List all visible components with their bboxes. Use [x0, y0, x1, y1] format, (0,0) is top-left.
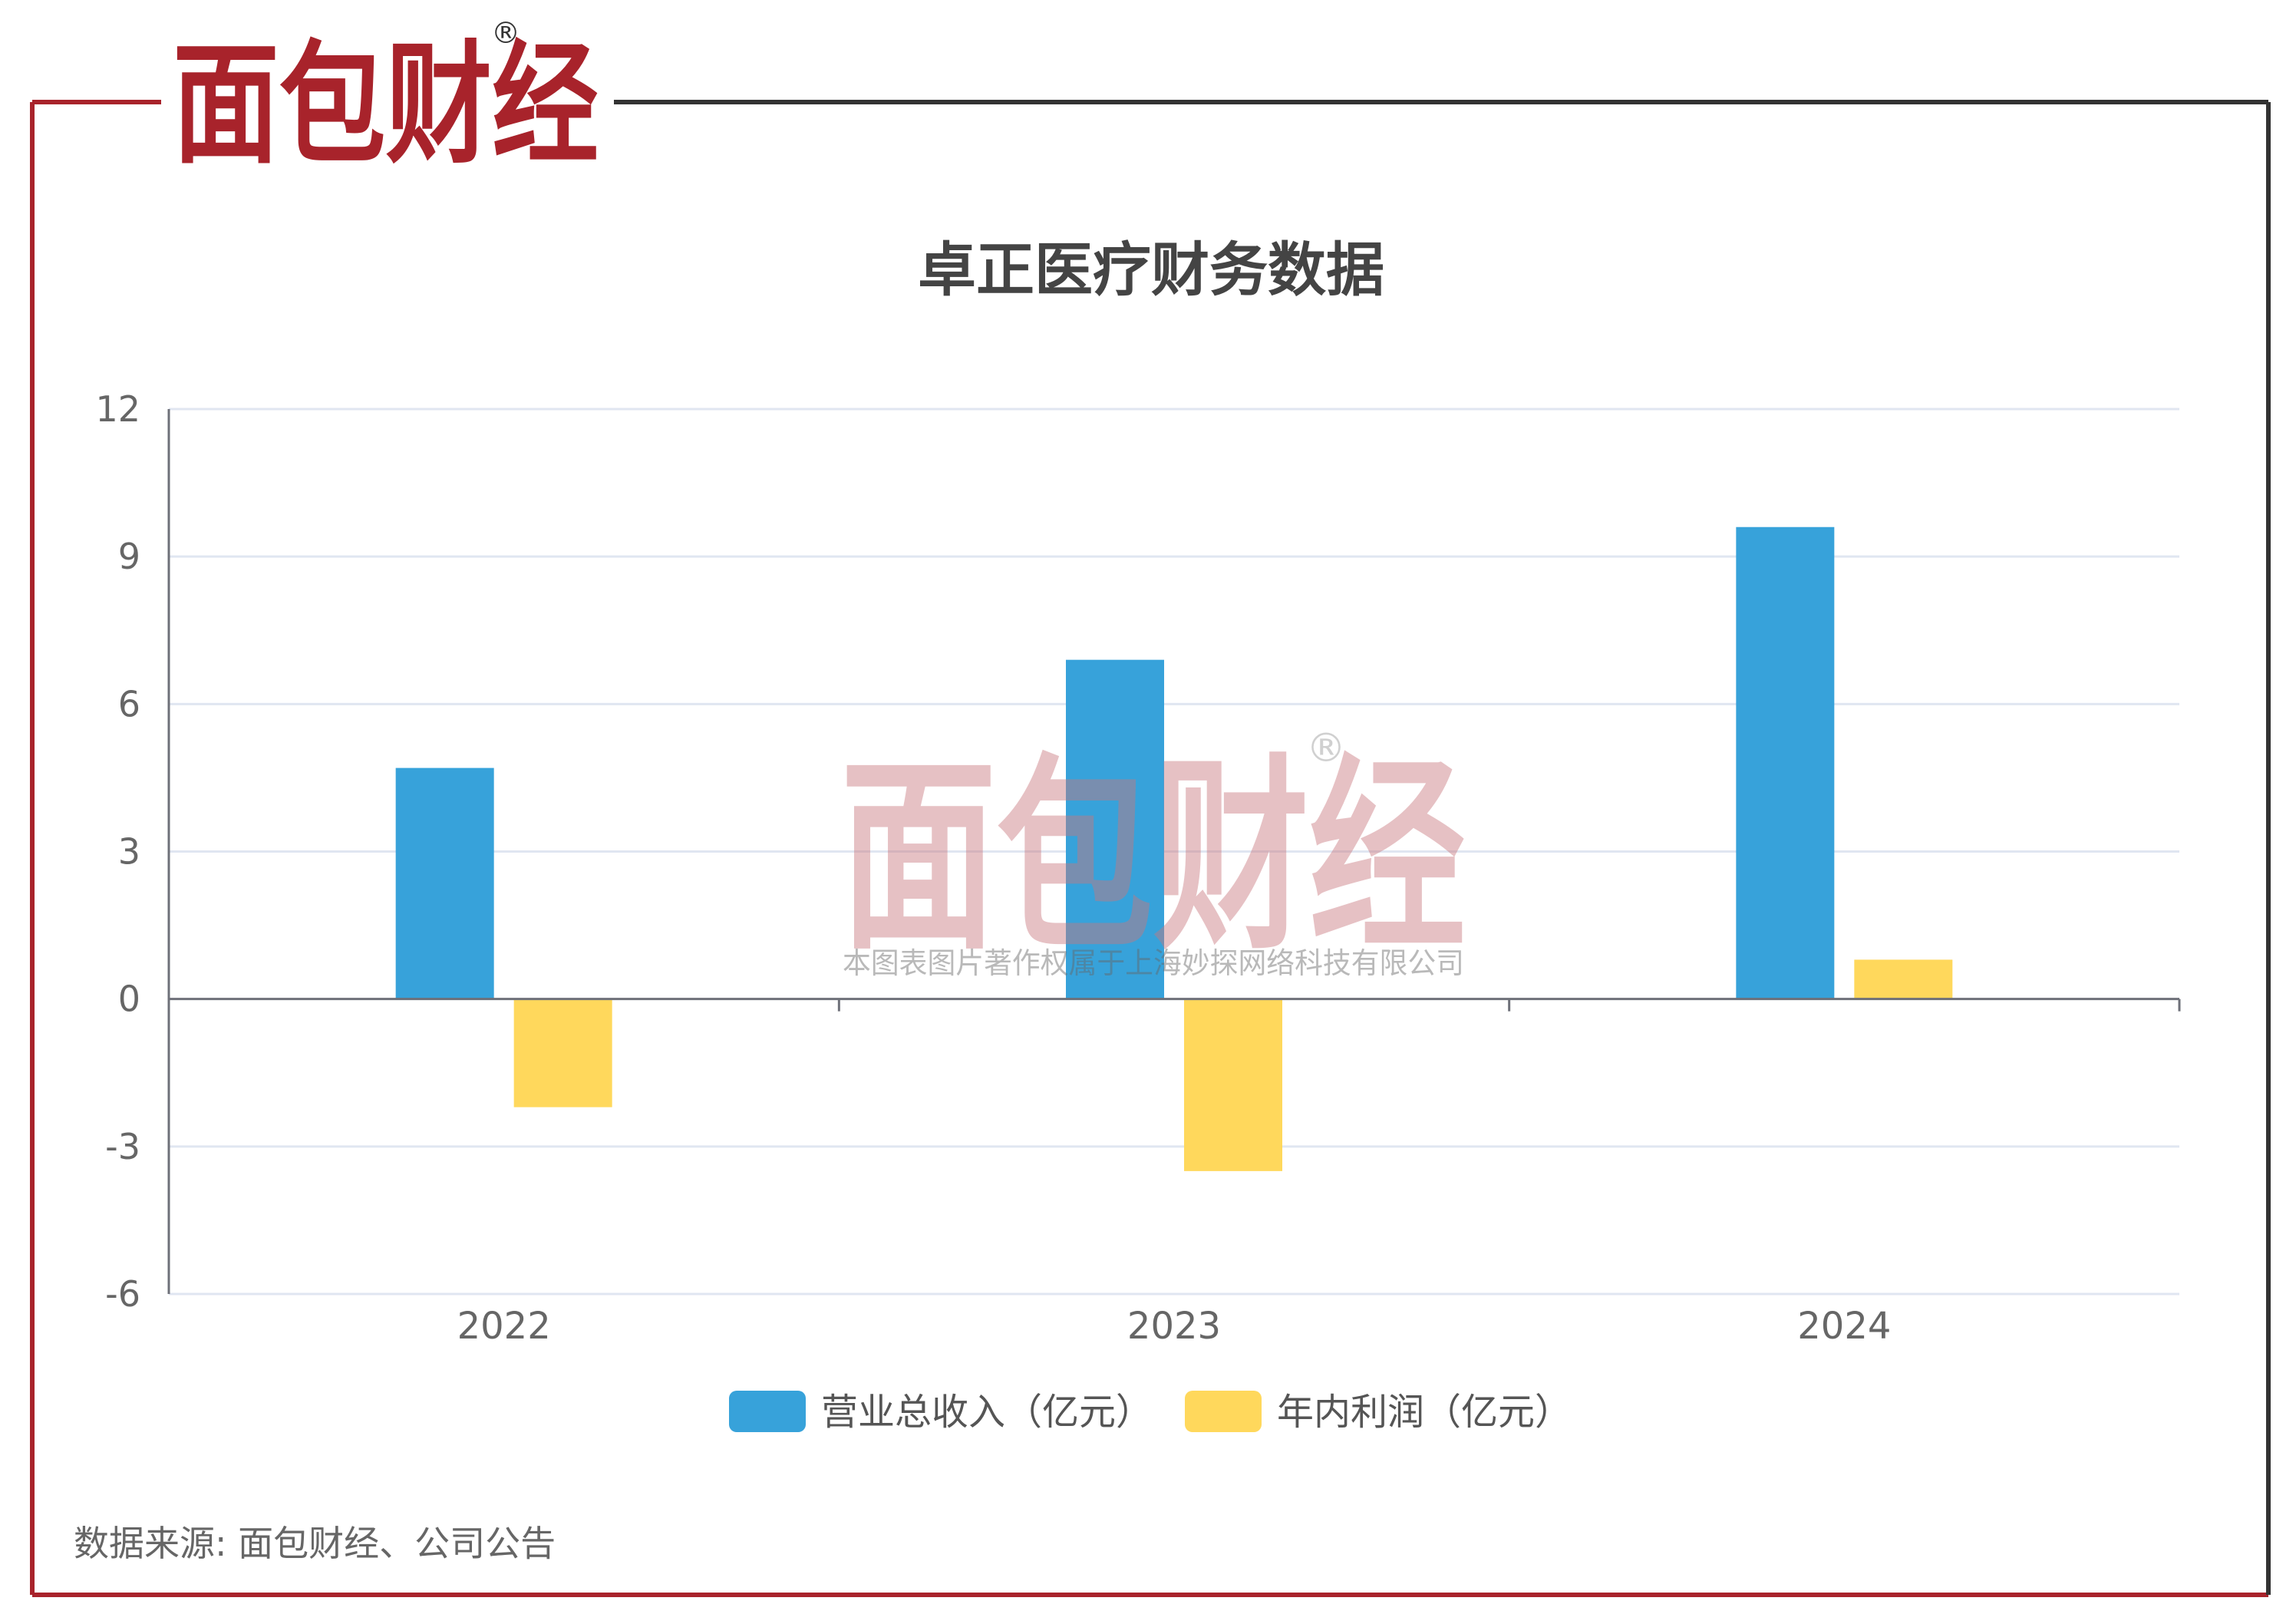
- legend-swatch: [729, 1391, 806, 1432]
- legend-label: 营业总收入（亿元）: [821, 1391, 1153, 1434]
- bars: [395, 526, 1953, 1171]
- bar-revenue-2022: [395, 767, 494, 999]
- watermark: 面包财经 ® 本图表图片著作权属于上海妙探网络科技有限公司: [840, 725, 1466, 980]
- brand-logo: 面包财经 ®: [173, 16, 599, 182]
- watermark-caption: 本图表图片著作权属于上海妙探网络科技有限公司: [843, 946, 1464, 980]
- data-source-note: 数据来源: 面包财经、公司公告: [74, 1523, 556, 1564]
- y-tick-label: -3: [105, 1126, 140, 1167]
- bar-revenue-2024: [1736, 526, 1835, 999]
- legend-label: 年内利润（亿元）: [1277, 1391, 1572, 1434]
- x-tick-label: 2024: [1797, 1305, 1891, 1348]
- y-tick-label: 0: [118, 979, 140, 1020]
- y-tick-label: 6: [118, 683, 140, 725]
- logo-text: 面包财经: [173, 28, 599, 182]
- bar-revenue-2023: [1066, 659, 1164, 999]
- bar-profit-2024: [1854, 959, 1953, 999]
- watermark-logo-text: 面包财经: [840, 736, 1466, 978]
- watermark-registered-mark: ®: [1306, 725, 1346, 771]
- bar-profit-2022: [513, 998, 612, 1107]
- gridlines: [169, 408, 2179, 1296]
- bar-profit-2023: [1184, 998, 1282, 1171]
- x-axis-ticks: 2022 2023 2024: [457, 1305, 1892, 1348]
- legend: 营业总收入（亿元） 年内利润（亿元）: [729, 1391, 1572, 1434]
- x-tick-label: 2022: [457, 1305, 551, 1348]
- x-tick-label: 2023: [1127, 1305, 1221, 1348]
- chart-title: 卓正医疗财务数据: [918, 236, 1384, 304]
- logo-registered-mark: ®: [491, 16, 520, 50]
- y-axis-ticks: 12 9 6 3 0 -3 -6: [95, 388, 140, 1315]
- y-tick-label: 12: [95, 388, 140, 430]
- axes: [167, 409, 2181, 1294]
- y-tick-label: 9: [118, 536, 140, 577]
- frame-border: [30, 100, 2271, 1597]
- y-tick-label: -6: [105, 1273, 140, 1315]
- legend-swatch: [1185, 1391, 1262, 1432]
- y-tick-label: 3: [118, 831, 140, 873]
